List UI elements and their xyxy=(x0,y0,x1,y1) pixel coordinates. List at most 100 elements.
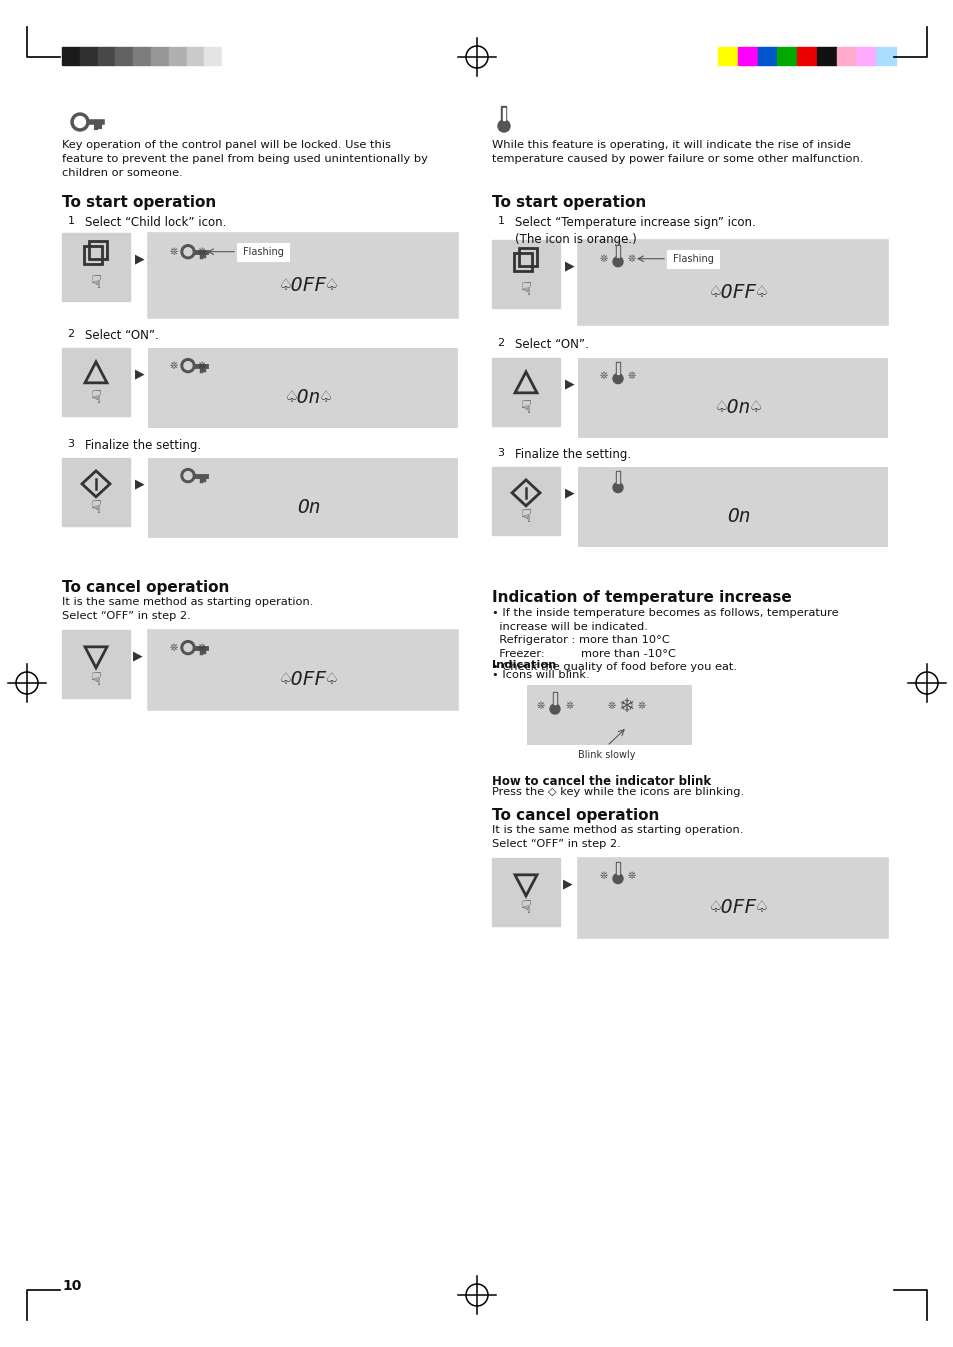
Bar xyxy=(617,471,618,482)
Text: ▶: ▶ xyxy=(135,477,145,490)
Bar xyxy=(62,458,130,525)
Text: ▶: ▶ xyxy=(562,877,572,890)
Text: To cancel operation: To cancel operation xyxy=(492,808,659,823)
Text: ▶: ▶ xyxy=(135,368,145,380)
Text: ❊: ❊ xyxy=(565,700,574,711)
Text: ❊: ❊ xyxy=(183,360,193,372)
Circle shape xyxy=(497,120,510,132)
Text: 10: 10 xyxy=(62,1280,81,1293)
Bar xyxy=(80,47,97,65)
Text: ♤OFF♤: ♤OFF♤ xyxy=(279,276,338,295)
Bar xyxy=(617,862,618,874)
Circle shape xyxy=(613,482,622,493)
Bar xyxy=(89,241,107,259)
Text: ☟: ☟ xyxy=(520,898,531,917)
Text: ▶: ▶ xyxy=(564,486,574,500)
Text: ☟: ☟ xyxy=(520,508,531,525)
Text: To start operation: To start operation xyxy=(492,195,645,210)
Text: ▶: ▶ xyxy=(132,649,143,663)
Circle shape xyxy=(550,704,559,714)
Text: Select “ON”.: Select “ON”. xyxy=(85,329,158,342)
Circle shape xyxy=(62,211,80,230)
Bar xyxy=(236,242,289,261)
Bar xyxy=(97,47,115,65)
Text: ▶: ▶ xyxy=(135,252,145,265)
Bar xyxy=(501,106,506,123)
Text: On: On xyxy=(297,498,320,517)
Bar xyxy=(115,47,133,65)
Bar xyxy=(777,47,797,65)
Text: While this feature is operating, it will indicate the rise of inside
temperature: While this feature is operating, it will… xyxy=(492,140,862,164)
Circle shape xyxy=(492,334,510,352)
Text: ❊: ❊ xyxy=(183,641,193,655)
Text: ♤OFF♤: ♤OFF♤ xyxy=(709,283,768,302)
Text: ☟: ☟ xyxy=(91,671,101,688)
Text: ☟: ☟ xyxy=(91,273,101,292)
Text: ❊: ❊ xyxy=(197,643,206,652)
Bar xyxy=(616,862,619,876)
Bar xyxy=(616,245,619,259)
Text: ❊: ❊ xyxy=(197,247,206,257)
Bar xyxy=(526,686,691,745)
Text: It is the same method as starting operation.
Select “OFF” in step 2.: It is the same method as starting operat… xyxy=(492,824,742,849)
Bar xyxy=(577,746,637,762)
Bar xyxy=(148,630,457,710)
Bar xyxy=(84,247,102,264)
Text: ❊: ❊ xyxy=(627,253,636,264)
Text: ❊: ❊ xyxy=(170,643,178,652)
Circle shape xyxy=(184,644,192,652)
Circle shape xyxy=(613,874,622,884)
Bar xyxy=(757,47,777,65)
Bar xyxy=(492,358,559,426)
Bar xyxy=(554,692,556,704)
Bar xyxy=(553,692,557,706)
Bar xyxy=(875,47,895,65)
Text: ❊: ❊ xyxy=(170,247,178,257)
Bar xyxy=(169,47,187,65)
Circle shape xyxy=(181,641,194,655)
Bar xyxy=(617,362,618,373)
Text: On: On xyxy=(727,506,750,527)
Circle shape xyxy=(613,257,622,267)
Text: ❊: ❊ xyxy=(627,870,636,881)
Text: ☟: ☟ xyxy=(91,498,101,517)
Bar xyxy=(492,240,559,308)
Bar xyxy=(62,630,130,698)
Bar xyxy=(617,245,618,257)
Text: It is the same method as starting operation.
Select “OFF” in step 2.: It is the same method as starting operat… xyxy=(62,597,313,621)
Circle shape xyxy=(184,471,192,480)
Text: ❊: ❊ xyxy=(183,245,193,259)
Bar xyxy=(151,47,169,65)
Bar xyxy=(718,47,737,65)
Text: ▶: ▶ xyxy=(564,377,574,391)
Bar xyxy=(492,858,559,925)
Text: ♤On♤: ♤On♤ xyxy=(715,399,761,418)
Bar xyxy=(737,47,757,65)
Bar xyxy=(62,47,80,65)
Circle shape xyxy=(492,211,510,230)
Bar xyxy=(514,253,532,271)
Text: 2: 2 xyxy=(497,338,504,348)
Text: Flashing: Flashing xyxy=(242,247,283,257)
Text: ♤OFF♤: ♤OFF♤ xyxy=(279,669,338,690)
Text: ☟: ☟ xyxy=(520,399,531,416)
Text: 1: 1 xyxy=(68,216,74,226)
Text: Finalize the setting.: Finalize the setting. xyxy=(515,449,631,461)
Bar xyxy=(816,47,836,65)
Text: Flashing: Flashing xyxy=(672,253,713,264)
Bar xyxy=(578,358,887,438)
Circle shape xyxy=(613,373,622,384)
Bar xyxy=(836,47,856,65)
Bar xyxy=(222,47,240,65)
Text: Key operation of the control panel will be locked. Use this
feature to prevent t: Key operation of the control panel will … xyxy=(62,140,428,178)
Circle shape xyxy=(181,469,194,482)
Circle shape xyxy=(62,325,80,343)
Text: 1: 1 xyxy=(497,216,504,226)
Text: Finalize the setting.: Finalize the setting. xyxy=(85,439,201,453)
Text: 2: 2 xyxy=(68,329,74,339)
Text: ❊: ❊ xyxy=(170,361,178,370)
Text: ❄: ❄ xyxy=(618,696,635,715)
Circle shape xyxy=(184,248,192,256)
Bar xyxy=(797,47,816,65)
Bar xyxy=(578,240,887,325)
